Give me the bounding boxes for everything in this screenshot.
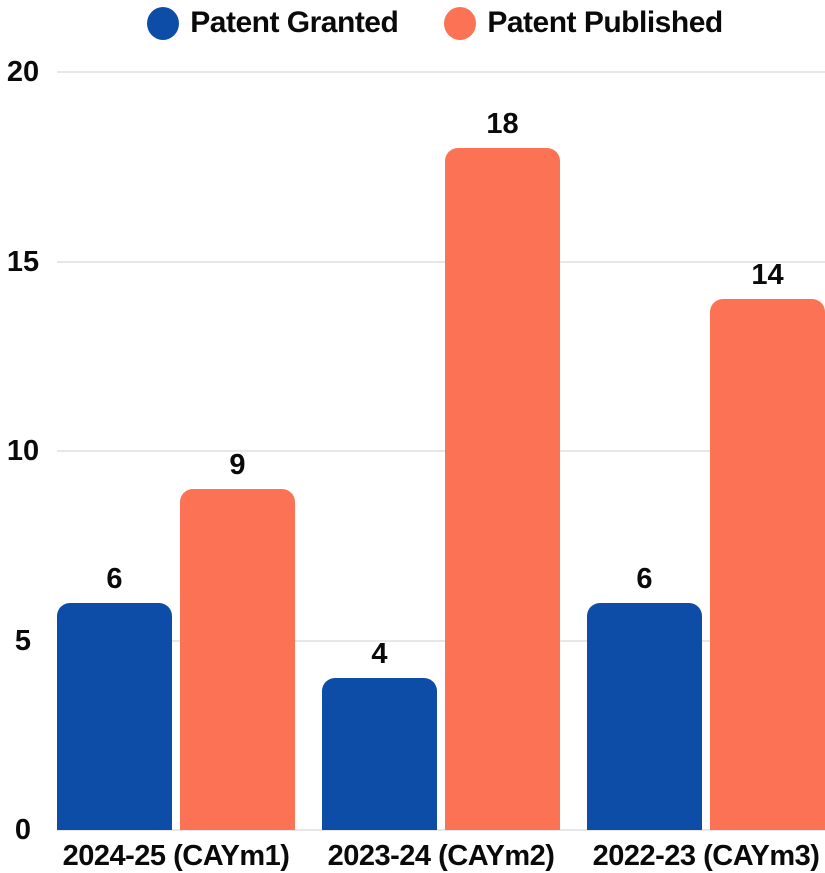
bar-patent-published: 18 [445,108,560,830]
legend-dot-icon [444,6,477,40]
bar-patent-published: 14 [710,259,825,830]
bar-value-label: 14 [751,259,784,292]
bar-value-label: 18 [486,107,519,140]
y-axis-tick-label: 20 [6,56,40,88]
gridline [57,450,825,452]
y-axis: 0 5 10 15 20 [0,0,52,873]
gridline [57,639,825,642]
y-axis-tick-label: 5 [14,624,32,657]
bar-patent-granted: 6 [587,563,702,830]
legend-label: Patent Granted [190,6,399,39]
bar-group: 6 9 2024-25 (CAYm1) [57,449,295,871]
plot-area: 6 9 2024-25 (CAYm1) 4 18 2023-24 (CAYm2) 6 14 20… [57,72,825,871]
x-axis-category-label: 2022-23 (CAYm3) [592,840,820,872]
x-axis-category-label: 2024-25 (CAYm1) [62,840,290,872]
bar-patent-granted: 4 [322,638,437,830]
legend-item: Patent Granted [147,6,399,40]
bar-patent-granted: 6 [57,563,172,830]
bar-value-label: 4 [371,638,388,671]
bar-group: 6 14 2022-23 (CAYm3) [587,259,825,871]
legend-label: Patent Published [487,6,723,39]
x-axis-category-label: 2023-24 (CAYm2) [327,840,555,872]
bar-value-label: 6 [106,562,123,595]
y-axis-tick-label: 15 [6,245,40,278]
bar-value-label: 6 [636,562,653,595]
gridline [57,260,825,263]
gridline [57,71,825,73]
bar-value-label: 9 [229,448,246,481]
bar-group: 4 18 2023-24 (CAYm2) [322,108,560,871]
legend-dot-icon [147,6,180,40]
chart-legend: Patent Granted Patent Published [0,2,825,44]
gridline [57,829,825,831]
y-axis-tick-label: 10 [6,435,40,467]
y-axis-tick-label: 0 [14,814,32,846]
gridlines-layer [57,71,825,831]
bar-patent-published: 9 [180,449,295,830]
legend-item: Patent Published [444,6,723,40]
